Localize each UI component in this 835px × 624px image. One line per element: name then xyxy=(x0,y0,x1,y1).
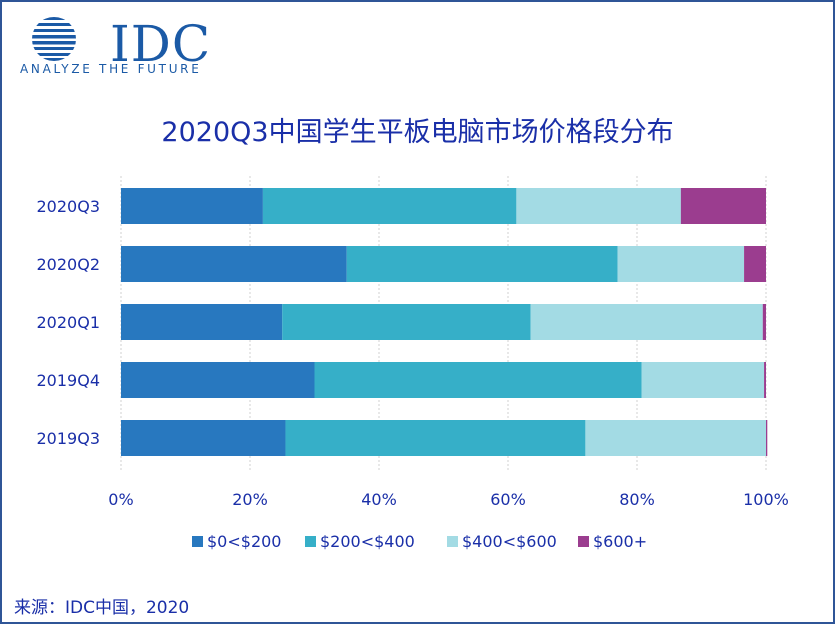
bar-segment xyxy=(585,420,766,456)
x-tick-label: 80% xyxy=(619,490,655,509)
idc-brand-text: IDC xyxy=(110,15,212,73)
x-tick-label: 100% xyxy=(743,490,789,509)
bar-segment xyxy=(680,188,766,224)
bar-segment xyxy=(744,246,766,282)
bar-segment xyxy=(766,420,768,456)
bar-segment xyxy=(121,362,315,398)
legend-swatch xyxy=(578,536,589,547)
legend-label: $200<$400 xyxy=(320,532,415,551)
category-label: 2020Q1 xyxy=(37,313,101,332)
legend-label: $0<$200 xyxy=(207,532,281,551)
source-note: 来源：IDC中国，2020 xyxy=(14,598,190,618)
bar-segment xyxy=(285,420,586,456)
bar-segment xyxy=(282,304,531,340)
legend-label: $400<$600 xyxy=(462,532,557,551)
category-label: 2020Q2 xyxy=(37,255,101,274)
idc-tagline: ANALYZE THE FUTURE xyxy=(20,62,202,76)
legend-swatch xyxy=(305,536,316,547)
x-tick-label: 0% xyxy=(108,490,133,509)
legend-label: $600+ xyxy=(593,532,647,551)
bar-segment xyxy=(530,304,763,340)
legend-swatch xyxy=(192,536,203,547)
x-tick-label: 20% xyxy=(232,490,268,509)
category-label: 2020Q3 xyxy=(37,197,101,216)
bar-segment xyxy=(121,420,286,456)
chart-title: 2020Q3中国学生平板电脑市场价格段分布 xyxy=(161,117,674,148)
legend-swatch xyxy=(447,536,458,547)
bar-segment xyxy=(314,362,642,398)
bar-segment xyxy=(121,246,347,282)
bar-segment xyxy=(121,304,283,340)
x-tick-label: 60% xyxy=(490,490,526,509)
category-label: 2019Q3 xyxy=(37,429,101,448)
bar-segment xyxy=(346,246,618,282)
bar-segment xyxy=(641,362,765,398)
category-label: 2019Q4 xyxy=(37,371,101,390)
bar-segment xyxy=(516,188,681,224)
x-tick-label: 40% xyxy=(361,490,397,509)
idc-globe-icon xyxy=(32,17,76,61)
bar-segment xyxy=(617,246,745,282)
bar-segment xyxy=(121,188,263,224)
bar-segment xyxy=(764,362,766,398)
bar-segment xyxy=(762,304,766,340)
bar-segment xyxy=(262,188,517,224)
